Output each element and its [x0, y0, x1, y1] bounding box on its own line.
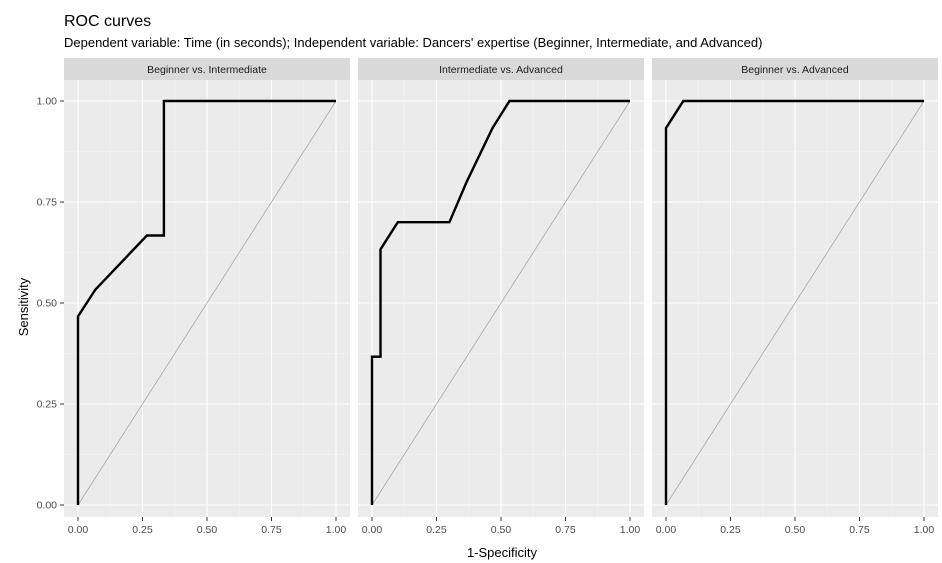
x-tick-label: 0.75: [261, 524, 282, 536]
x-tick-label: 0.75: [849, 524, 870, 536]
reference-diagonal: [665, 100, 925, 506]
x-tick-label: 0.00: [656, 524, 677, 536]
x-axis-title: 1-Specificity: [467, 545, 538, 560]
facet-panel: Beginner vs. Advanced: [652, 58, 938, 517]
chart-subtitle: Dependent variable: Time (in seconds); I…: [64, 35, 762, 50]
facet-panels: Beginner vs. Intermediate Intermediate vs…: [64, 58, 938, 517]
x-tick-label: 0.25: [426, 524, 447, 536]
x-axis: 0.00 0.25 0.50 0.75 1.00 0.00 0.25 0.50 0.75 1.00…: [68, 517, 935, 536]
y-tick-label: 1.00: [37, 96, 58, 108]
facet-panel: Intermediate vs. Advanced: [358, 58, 644, 517]
y-tick-label: 0.50: [37, 298, 58, 310]
x-tick-label: 0.50: [491, 524, 512, 536]
y-axis-title: Sensitivity: [16, 277, 31, 336]
facet-strip-label: Intermediate vs. Advanced: [439, 64, 563, 76]
reference-diagonal: [371, 100, 631, 506]
facet-strip: [652, 58, 938, 80]
x-tick-label: 1.00: [620, 524, 641, 536]
x-tick-label: 0.00: [362, 524, 383, 536]
y-tick-label: 0.00: [37, 500, 58, 512]
roc-curve: [370, 99, 630, 505]
x-tick-label: 1.00: [326, 524, 347, 536]
x-tick-label: 1.00: [914, 524, 935, 536]
y-tick-label: 0.75: [37, 197, 58, 209]
x-tick-label: 0.50: [197, 524, 218, 536]
y-axis: 0.00 0.25 0.50 0.75 1.00: [37, 96, 64, 512]
x-tick-label: 0.00: [68, 524, 89, 536]
facet-strip-label: Beginner vs. Intermediate: [147, 64, 267, 76]
roc-curve: [664, 99, 924, 505]
x-tick-label: 0.50: [785, 524, 806, 536]
reference-diagonal: [77, 100, 337, 506]
facet-strip: [358, 58, 644, 80]
x-tick-label: 0.25: [132, 524, 153, 536]
facet-strip-label: Beginner vs. Advanced: [741, 64, 849, 76]
facet-strip: [64, 58, 350, 80]
roc-curve: [76, 99, 336, 505]
x-tick-label: 0.75: [555, 524, 576, 536]
y-tick-label: 0.25: [37, 399, 58, 411]
x-tick-label: 0.25: [720, 524, 741, 536]
chart-title: ROC curves: [64, 13, 151, 30]
facet-panel: Beginner vs. Intermediate: [64, 58, 350, 517]
